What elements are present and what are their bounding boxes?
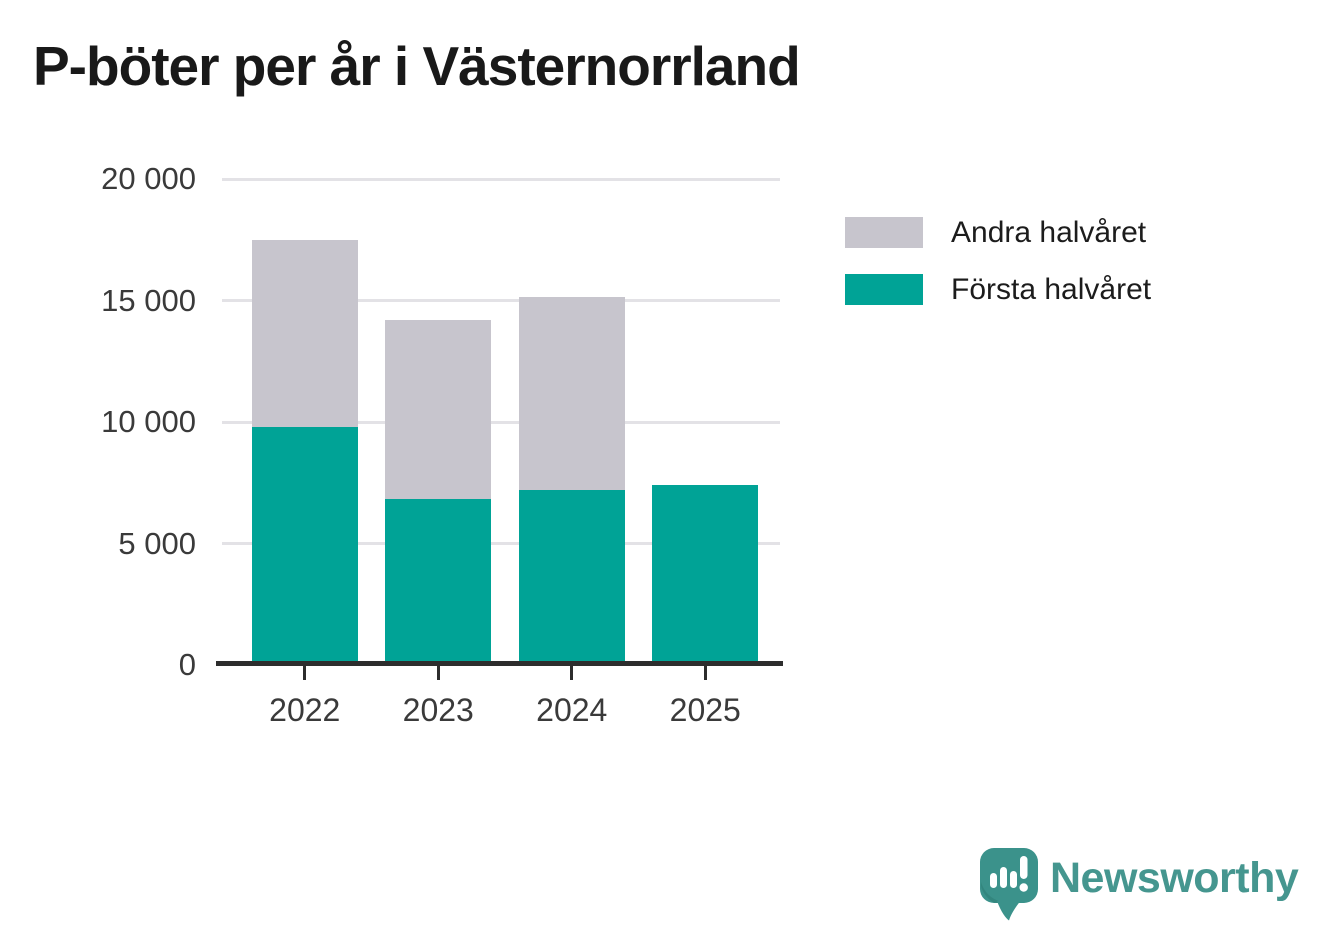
x-axis-tick: [570, 666, 574, 680]
bar-2023-andra-halv-ret: [385, 319, 492, 499]
newsworthy-logo: Newsworthy: [979, 846, 1299, 926]
newsworthy-wordmark: Newsworthy: [1050, 854, 1299, 902]
gridline: [222, 542, 780, 545]
bar-2024-andra-halv-ret: [518, 296, 625, 491]
x-axis-tick: [436, 666, 440, 680]
legend-label: Andra halvåret: [951, 215, 1147, 249]
gridline: [222, 299, 780, 302]
y-axis-tick-label: 20 000: [101, 161, 196, 196]
plot-area: [222, 177, 780, 665]
bar-2022-f-rsta-halv-ret: [251, 426, 358, 665]
y-axis-tick-label: 15 000: [101, 282, 196, 318]
legend-item-forsta-halvaret: Första halvåret: [845, 272, 1152, 306]
bar-2022-andra-halv-ret: [251, 239, 358, 427]
chart-title: P-böter per år i Västernorrland: [33, 35, 801, 97]
y-axis-tick-label: 10 000: [101, 404, 196, 439]
bar-2024-f-rsta-halv-ret: [518, 490, 625, 665]
x-axis-tick-label: 2025: [669, 692, 741, 728]
legend-item-andra-halvaret: Andra halvåret: [845, 215, 1151, 249]
x-axis-tick: [703, 666, 707, 680]
gridline: [222, 420, 780, 424]
legend-swatch-forsta-halvaret: [845, 274, 923, 305]
legend: Andra halvåret Första halvåret: [845, 215, 1152, 331]
x-axis-tick-label: 2024: [536, 692, 608, 728]
y-axis-tick-label: 0: [178, 647, 196, 682]
x-axis-tick-label: 2023: [402, 692, 474, 728]
y-axis-tick-label: 5 000: [118, 525, 196, 561]
newsworthy-speech-bubble-chart-icon: [980, 848, 1038, 921]
legend-swatch-andra-halvaret: [845, 217, 923, 248]
bar-2023-f-rsta-halv-ret: [385, 498, 492, 665]
x-axis-line: [216, 661, 783, 666]
x-axis-tick: [303, 666, 307, 680]
y-axis-labels: 0 5 000 10 000 15 000 20 000: [30, 161, 196, 682]
x-axis-tick-label: 2022: [269, 692, 341, 728]
legend-label: Första halvåret: [951, 272, 1152, 306]
gridline: [222, 177, 780, 181]
bar-2025-f-rsta-halv-ret: [652, 485, 759, 665]
